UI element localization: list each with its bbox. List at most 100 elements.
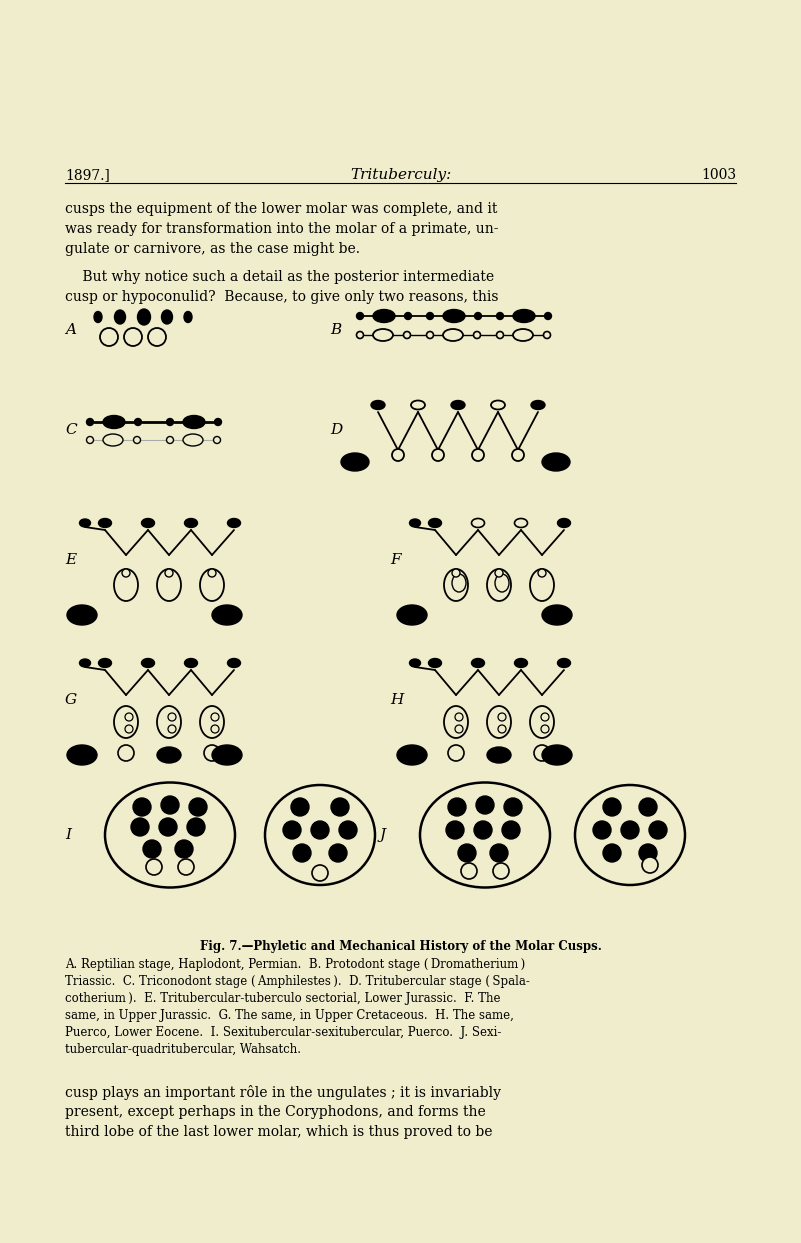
Circle shape <box>125 713 133 721</box>
Ellipse shape <box>103 415 125 429</box>
Circle shape <box>392 449 404 461</box>
Circle shape <box>178 859 194 875</box>
Ellipse shape <box>99 659 111 667</box>
Ellipse shape <box>409 659 421 667</box>
Ellipse shape <box>341 452 369 471</box>
Circle shape <box>448 798 466 815</box>
Circle shape <box>474 820 492 839</box>
Circle shape <box>312 865 328 881</box>
Circle shape <box>167 419 174 425</box>
Ellipse shape <box>495 574 509 592</box>
Circle shape <box>356 312 364 319</box>
Circle shape <box>472 449 484 461</box>
Circle shape <box>432 449 444 461</box>
Ellipse shape <box>184 312 192 322</box>
Ellipse shape <box>409 520 421 527</box>
Circle shape <box>498 713 506 721</box>
Circle shape <box>498 725 506 733</box>
Circle shape <box>175 840 193 858</box>
Circle shape <box>161 796 179 814</box>
Ellipse shape <box>451 400 465 409</box>
Ellipse shape <box>411 400 425 409</box>
Circle shape <box>502 820 520 839</box>
Ellipse shape <box>103 434 123 446</box>
Ellipse shape <box>397 745 427 764</box>
Ellipse shape <box>114 569 138 602</box>
Ellipse shape <box>531 400 545 409</box>
Circle shape <box>143 840 161 858</box>
Circle shape <box>187 818 205 837</box>
Text: A. Reptilian stage, Haplodont, Permian.  B. Protodont stage ( Dromatherium ): A. Reptilian stage, Haplodont, Permian. … <box>65 958 525 971</box>
Circle shape <box>167 436 174 444</box>
Ellipse shape <box>79 659 91 667</box>
Ellipse shape <box>142 518 155 527</box>
Text: tubercular-quadritubercular, Wahsatch.: tubercular-quadritubercular, Wahsatch. <box>65 1043 301 1057</box>
Circle shape <box>642 856 658 873</box>
Circle shape <box>329 844 347 861</box>
Ellipse shape <box>212 605 242 625</box>
Ellipse shape <box>67 745 97 764</box>
Text: same, in Upper Jurassic.  G. The same, in Upper Cretaceous.  H. The same,: same, in Upper Jurassic. G. The same, in… <box>65 1009 514 1022</box>
Circle shape <box>208 569 216 577</box>
Text: Trituberculy:: Trituberculy: <box>350 168 451 181</box>
Circle shape <box>100 328 118 346</box>
Circle shape <box>458 844 476 861</box>
Circle shape <box>541 713 549 721</box>
Ellipse shape <box>443 329 463 341</box>
Circle shape <box>490 844 508 861</box>
Circle shape <box>541 725 549 733</box>
Circle shape <box>131 818 149 837</box>
Circle shape <box>504 798 522 815</box>
Circle shape <box>87 419 94 425</box>
Text: cotherium ).  E. Tritubercular-tuberculo sectorial, Lower Jurassic.  F. The: cotherium ). E. Tritubercular-tuberculo … <box>65 992 501 1006</box>
Text: H: H <box>390 694 403 707</box>
Circle shape <box>474 312 481 319</box>
Text: gulate or carnivore, as the case might be.: gulate or carnivore, as the case might b… <box>65 242 360 256</box>
Circle shape <box>538 569 546 577</box>
Text: Triassic.  C. Triconodont stage ( Amphilestes ).  D. Tritubercular stage ( Spala: Triassic. C. Triconodont stage ( Amphile… <box>65 975 530 988</box>
Text: 1003: 1003 <box>701 168 736 181</box>
Ellipse shape <box>513 310 535 322</box>
Circle shape <box>473 332 481 338</box>
Ellipse shape <box>557 518 570 527</box>
Circle shape <box>122 569 130 577</box>
Circle shape <box>87 436 94 444</box>
Circle shape <box>621 820 639 839</box>
Ellipse shape <box>183 434 203 446</box>
Circle shape <box>125 725 133 733</box>
Circle shape <box>291 798 309 815</box>
Ellipse shape <box>99 518 111 527</box>
Circle shape <box>649 820 667 839</box>
Circle shape <box>452 569 460 577</box>
Circle shape <box>214 436 220 444</box>
Circle shape <box>168 725 176 733</box>
Circle shape <box>134 436 140 444</box>
Ellipse shape <box>184 518 198 527</box>
Ellipse shape <box>452 574 466 592</box>
Ellipse shape <box>373 329 393 341</box>
Circle shape <box>497 332 504 338</box>
Ellipse shape <box>265 786 375 885</box>
Ellipse shape <box>575 786 685 885</box>
Text: E: E <box>65 553 76 567</box>
Text: 1897.]: 1897.] <box>65 168 110 181</box>
Circle shape <box>204 745 220 761</box>
Circle shape <box>124 328 142 346</box>
Ellipse shape <box>142 659 155 667</box>
Text: third lobe of the last lower molar, which is thus proved to be: third lobe of the last lower molar, whic… <box>65 1125 493 1139</box>
Circle shape <box>448 745 464 761</box>
Ellipse shape <box>542 745 572 764</box>
Ellipse shape <box>157 569 181 602</box>
Ellipse shape <box>184 659 198 667</box>
Ellipse shape <box>443 310 465 322</box>
Ellipse shape <box>371 400 385 409</box>
Circle shape <box>165 569 173 577</box>
Circle shape <box>544 332 550 338</box>
Circle shape <box>135 419 142 425</box>
Text: cusps the equipment of the lower molar was complete, and it: cusps the equipment of the lower molar w… <box>65 203 497 216</box>
Circle shape <box>118 745 134 761</box>
Ellipse shape <box>227 518 240 527</box>
Ellipse shape <box>212 745 242 764</box>
Ellipse shape <box>513 329 533 341</box>
Ellipse shape <box>183 415 205 429</box>
